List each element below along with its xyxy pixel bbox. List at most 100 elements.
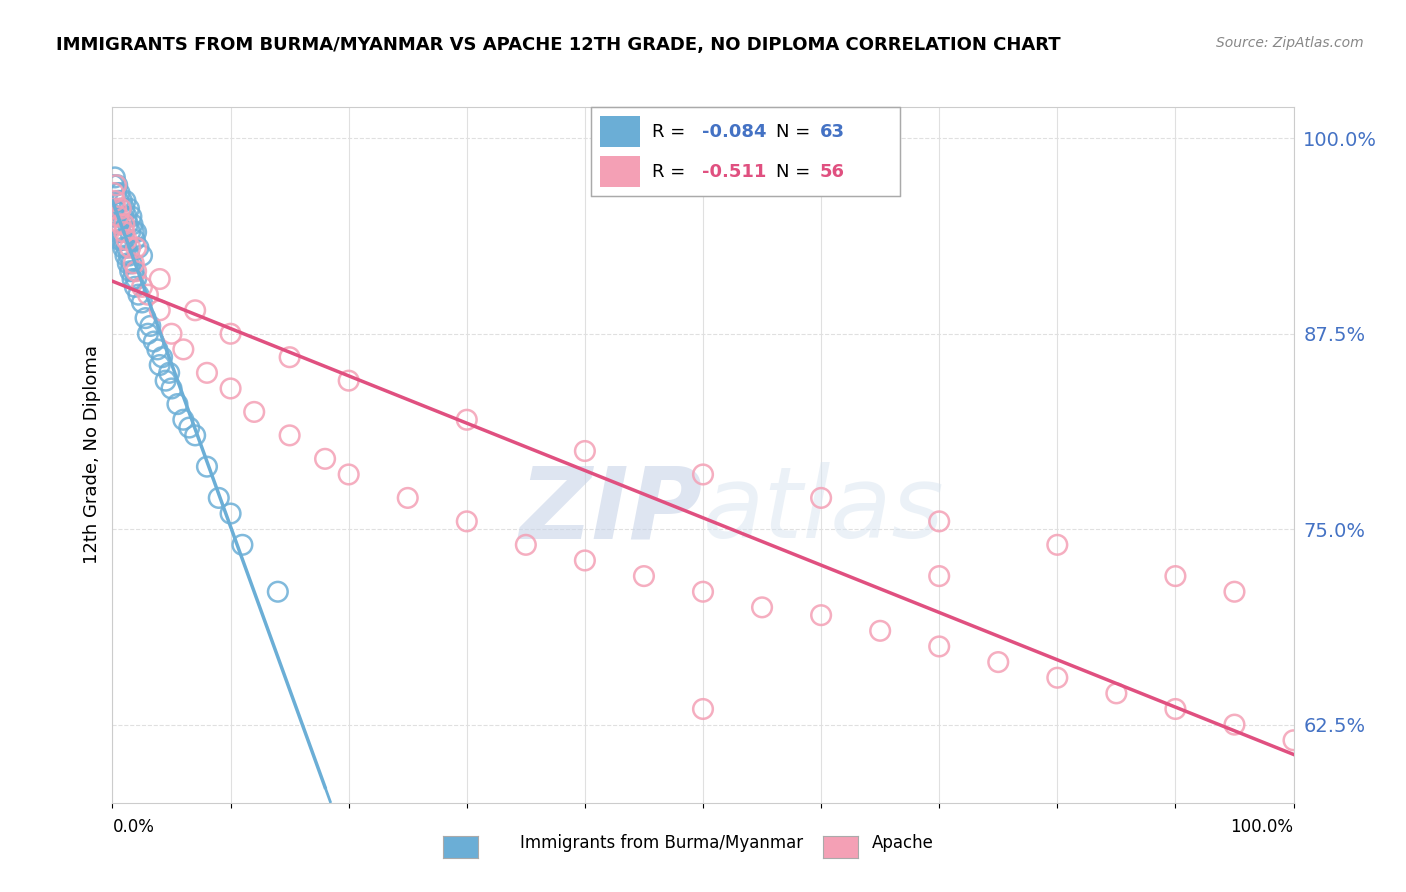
Point [105, 225, 128, 239]
Point [104, 210, 127, 224]
Point [125, 225, 148, 239]
Text: -0.084: -0.084 [702, 123, 766, 141]
Point [692, 702, 714, 716]
Point [278, 350, 301, 364]
Point [1164, 702, 1187, 716]
Point [110, 217, 132, 231]
Text: R =: R = [652, 163, 686, 181]
Point [107, 194, 129, 208]
Point [1046, 671, 1069, 685]
Point [1164, 569, 1187, 583]
Point [105, 202, 128, 216]
Point [104, 170, 127, 185]
Point [172, 413, 194, 427]
Point [105, 178, 128, 193]
Point [124, 233, 146, 247]
Point [105, 186, 128, 200]
Text: 0.0%: 0.0% [112, 819, 155, 837]
Point [337, 467, 360, 482]
Point [195, 366, 218, 380]
Point [172, 343, 194, 357]
Point [112, 210, 135, 224]
Point [120, 264, 142, 278]
Point [515, 538, 537, 552]
Point [103, 202, 125, 216]
Point [120, 241, 142, 255]
Text: 63: 63 [820, 123, 845, 141]
Point [110, 202, 132, 216]
Point [122, 256, 145, 270]
Text: atlas: atlas [703, 462, 945, 559]
Point [166, 397, 188, 411]
Point [103, 178, 125, 193]
Point [149, 272, 172, 286]
Point [219, 326, 242, 341]
Point [112, 217, 135, 231]
Point [195, 459, 218, 474]
Point [243, 405, 266, 419]
Point [139, 318, 162, 333]
Point [278, 428, 301, 442]
Point [131, 295, 153, 310]
Point [456, 413, 478, 427]
Point [118, 202, 141, 216]
Point [112, 202, 135, 216]
Point [146, 343, 169, 357]
Point [110, 202, 132, 216]
Point [122, 225, 145, 239]
Point [692, 467, 714, 482]
Text: ZIP: ZIP [520, 462, 703, 559]
Point [267, 584, 290, 599]
Text: Immigrants from Burma/Myanmar: Immigrants from Burma/Myanmar [520, 834, 803, 852]
Point [157, 366, 180, 380]
Point [103, 186, 125, 200]
Y-axis label: 12th Grade, No Diploma: 12th Grade, No Diploma [83, 345, 101, 565]
Point [117, 217, 139, 231]
Point [125, 272, 148, 286]
Point [219, 507, 242, 521]
Point [1046, 538, 1069, 552]
Point [574, 444, 596, 458]
Point [120, 225, 142, 239]
Point [122, 264, 145, 278]
Text: 56: 56 [820, 163, 845, 181]
Point [112, 225, 135, 239]
Text: N =: N = [776, 163, 810, 181]
Point [160, 382, 183, 396]
Point [108, 186, 131, 200]
Text: R =: R = [652, 123, 686, 141]
Point [184, 428, 207, 442]
Point [314, 451, 336, 466]
Point [105, 178, 128, 193]
Point [115, 210, 138, 224]
Point [124, 280, 146, 294]
Point [125, 264, 148, 278]
Point [135, 311, 157, 326]
Point [125, 241, 148, 255]
Point [131, 280, 153, 294]
Point [114, 249, 136, 263]
Point [1282, 733, 1305, 747]
Point [121, 217, 143, 231]
Point [115, 233, 138, 247]
Point [810, 491, 832, 505]
Point [179, 420, 201, 434]
Point [121, 272, 143, 286]
Point [150, 350, 173, 364]
Text: 100.0%: 100.0% [1230, 819, 1294, 837]
Text: -0.511: -0.511 [702, 163, 766, 181]
Point [142, 334, 165, 349]
Point [108, 233, 131, 247]
Point [117, 256, 139, 270]
Point [928, 514, 950, 528]
Point [456, 514, 478, 528]
Point [928, 640, 950, 654]
Bar [600, 116, 640, 147]
Point [574, 553, 596, 567]
Point [118, 249, 141, 263]
Point [136, 287, 159, 301]
Point [1223, 584, 1246, 599]
Point [337, 374, 360, 388]
Point [396, 491, 419, 505]
Point [136, 326, 159, 341]
